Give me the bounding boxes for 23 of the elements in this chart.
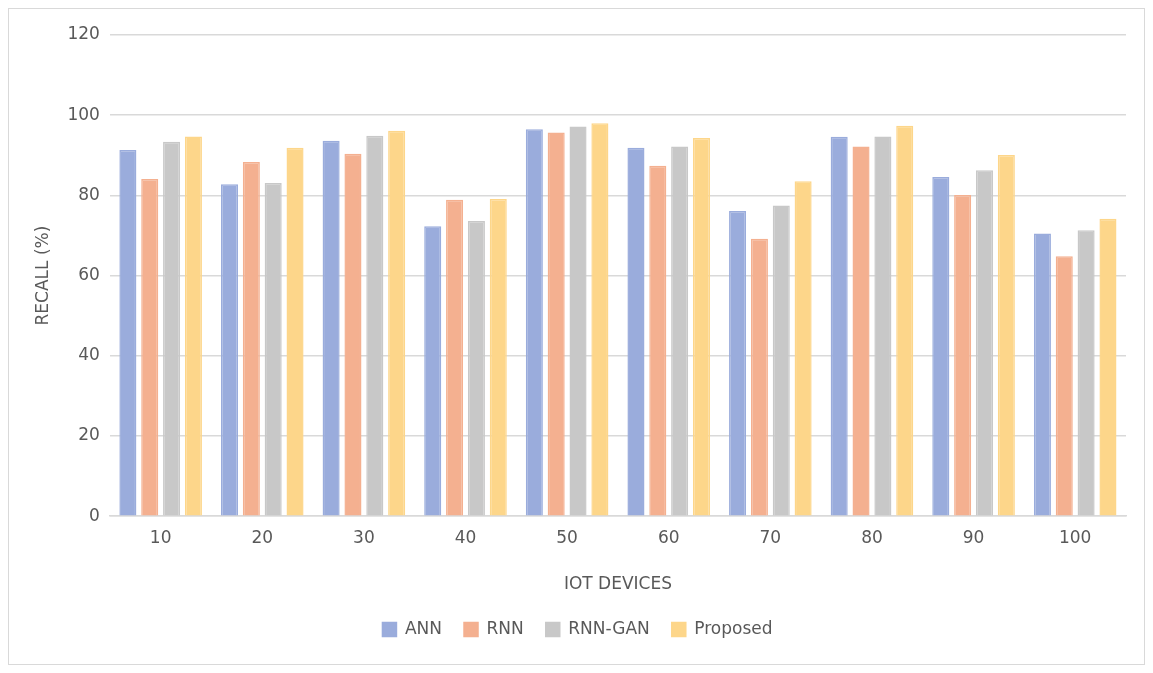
x-tick-label: 70: [759, 526, 782, 547]
x-tick-label: 20: [251, 526, 274, 547]
y-tick-label: 60: [78, 264, 100, 285]
x-tick-label: 90: [962, 526, 985, 547]
y-tick-label: 20: [78, 424, 100, 445]
legend-label: RNN-GAN: [568, 617, 650, 638]
x-axis-title: IOT DEVICES: [563, 573, 672, 594]
legend-label: Proposed: [694, 617, 773, 638]
x-tick-label: 60: [657, 526, 680, 547]
x-tick-label: 40: [454, 526, 477, 547]
x-tick-label: 50: [556, 526, 578, 547]
x-tick-label: 10: [149, 526, 172, 547]
y-axis-title: RECALL (%): [31, 225, 52, 326]
y-tick-label: 120: [67, 23, 100, 44]
legend-label: RNN: [486, 617, 524, 638]
x-tick-label: 30: [353, 526, 375, 547]
y-tick-label: 0: [89, 504, 100, 525]
y-tick-label: 100: [67, 103, 100, 124]
legend-label: ANN: [404, 617, 443, 638]
y-tick-label: 80: [78, 183, 100, 204]
x-tick-label: 80: [861, 526, 883, 547]
y-tick-label: 40: [78, 344, 100, 365]
x-tick-label: 100: [1058, 526, 1092, 547]
